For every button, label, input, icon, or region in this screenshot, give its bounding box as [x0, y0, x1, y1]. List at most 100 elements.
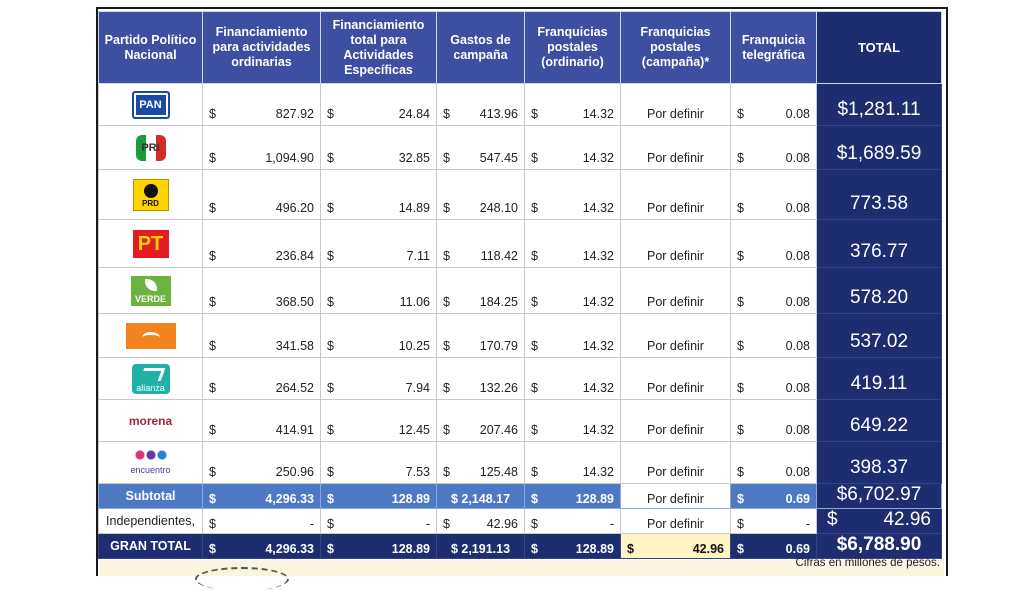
- currency-sign: $: [531, 339, 538, 353]
- currency-sign: $: [737, 151, 744, 165]
- subtotal-franquicias-campana: Por definir: [647, 492, 704, 506]
- party-franq_ord-value: 14.32: [582, 201, 614, 215]
- currency-sign: $: [531, 295, 538, 309]
- party-gastos-value: 132.26: [479, 381, 518, 395]
- currency-sign: $: [737, 381, 744, 395]
- party-franq_ord-value: 14.32: [582, 295, 614, 309]
- currency-sign: $: [627, 542, 634, 556]
- party-especificas-value: 32.85: [398, 151, 430, 165]
- independientes-telegrafica: -: [805, 517, 810, 531]
- subtotal-ordinarias: 4,296.33: [265, 492, 314, 506]
- pan-logo-icon: PAN: [131, 90, 170, 119]
- party-row: encuentro $250.96 $7.53 $125.48 $14.32 Por de…: [98, 441, 942, 484]
- encuentro-social-logo-icon: encuentro: [123, 448, 179, 478]
- header-ordinarias: Financiamiento para actividades ordinari…: [202, 11, 321, 84]
- header-gastos: Gastos de campaña: [436, 11, 525, 84]
- currency-sign: $: [443, 339, 450, 353]
- gran-total-total: $6,788.90: [836, 534, 922, 555]
- currency-sign: $: [327, 423, 334, 437]
- party-logo-cell: PT: [98, 219, 203, 268]
- currency-sign: $: [531, 249, 538, 263]
- currency-sign: $: [209, 249, 216, 263]
- party-especificas-value: 14.89: [398, 201, 430, 215]
- party-especificas-value: 7.53: [405, 465, 430, 479]
- party-gastos-value: 248.10: [479, 201, 518, 215]
- currency-sign: $: [209, 381, 216, 395]
- independientes-total: 42.96: [883, 509, 931, 530]
- currency-sign: $: [531, 151, 538, 165]
- currency-sign: $: [327, 295, 334, 309]
- party-total-value: 376.77: [849, 241, 909, 262]
- party-especificas-value: 12.45: [398, 423, 430, 437]
- currency-sign: $: [209, 339, 216, 353]
- party-logo-cell: morena: [98, 399, 203, 442]
- party-franq_ord-value: 14.32: [582, 381, 614, 395]
- independientes-especificas: -: [425, 517, 430, 531]
- currency-sign: $: [443, 423, 450, 437]
- currency-sign: $: [531, 107, 538, 121]
- pt-logo-icon: PT: [132, 229, 169, 258]
- party-ordinarias-value: 368.50: [275, 295, 314, 309]
- header-franquicias-campana: Franquicias postales (campaña)*: [620, 11, 731, 84]
- party-franq_camp-value: Por definir: [647, 295, 704, 309]
- currency-sign: $: [531, 381, 538, 395]
- party-telegrafica-value: 0.08: [785, 381, 810, 395]
- header-franquicias-ordinario: Franquicias postales (ordinario): [524, 11, 621, 84]
- gran-total-row: GRAN TOTAL $4,296.33 $128.89 $ 2,191.13 …: [98, 533, 942, 559]
- party-telegrafica-value: 0.08: [785, 107, 810, 121]
- currency-sign: $: [327, 492, 334, 506]
- party-gastos-value: 118.42: [480, 249, 518, 263]
- header-row: Partido Político Nacional Financiamiento…: [98, 11, 942, 84]
- party-especificas-value: 10.25: [398, 339, 430, 353]
- party-telegrafica-value: 0.08: [785, 465, 810, 479]
- currency-sign: $: [327, 381, 334, 395]
- party-total-value: 649.22: [849, 415, 909, 436]
- party-especificas-value: 24.84: [398, 107, 430, 121]
- currency-sign: $: [827, 509, 838, 530]
- party-total-value: $1,281.11: [837, 99, 921, 120]
- currency-sign: $: [737, 423, 744, 437]
- currency-sign: $: [737, 107, 744, 121]
- currency-sign: $: [531, 517, 538, 531]
- party-franq_camp-value: Por definir: [647, 465, 704, 479]
- party-telegrafica-value: 0.08: [785, 201, 810, 215]
- party-franq_camp-value: Por definir: [647, 151, 704, 165]
- independientes-ordinarias: -: [309, 517, 314, 531]
- party-franq_camp-value: Por definir: [647, 201, 704, 215]
- currency-sign: $: [327, 465, 334, 479]
- party-especificas-value: 11.06: [399, 295, 430, 309]
- financing-table: Partido Político Nacional Financiamiento…: [98, 11, 942, 559]
- party-franq_camp-value: Por definir: [647, 339, 704, 353]
- party-franq_ord-value: 14.32: [582, 339, 614, 353]
- currency-sign: $: [209, 151, 216, 165]
- subtotal-franquicias-ordinario: 128.89: [575, 492, 614, 506]
- party-franq_ord-value: 14.32: [582, 423, 614, 437]
- currency-sign: $: [443, 381, 450, 395]
- currency-sign: $: [327, 249, 334, 263]
- currency-sign: $: [443, 465, 450, 479]
- currency-sign: $: [737, 465, 744, 479]
- currency-sign: $: [737, 249, 744, 263]
- party-row: $341.58 $10.25 $170.79 $14.32 Por definir $0.…: [98, 313, 942, 358]
- units-caption: Cifras en millones de pesos.: [795, 557, 940, 569]
- currency-sign: $: [327, 542, 334, 556]
- currency-sign: $: [531, 542, 538, 556]
- party-logo-cell: [98, 313, 203, 358]
- party-gastos-value: 413.96: [479, 107, 518, 121]
- party-row: VERDE $368.50 $11.06 $184.25 $14.32 Por defin…: [98, 267, 942, 314]
- party-logo-cell: PRD: [98, 169, 203, 220]
- party-ordinarias-value: 414.91: [275, 423, 314, 437]
- subtotal-total: $6,702.97: [836, 484, 922, 505]
- party-ordinarias-value: 341.58: [275, 339, 314, 353]
- currency-sign: $: [209, 423, 216, 437]
- currency-sign: $: [531, 201, 538, 215]
- party-row: PRI $1,094.90 $32.85 $547.45 $14.32 Por defin…: [98, 125, 942, 170]
- party-row: PT $236.84 $7.11 $118.42 $14.32 Por definir $0…: [98, 219, 942, 268]
- independientes-label: Independientes,: [98, 508, 203, 534]
- party-row: PRD $496.20 $14.89 $248.10 $14.32 Por definir…: [98, 169, 942, 220]
- party-total-value: 398.37: [849, 457, 909, 478]
- party-logo-cell: PRI: [98, 125, 203, 170]
- gran-total-gastos: $ 2,191.13: [450, 542, 511, 556]
- independientes-row: Independientes, $ - $ - $42.96 $ - Por defi…: [98, 508, 942, 534]
- currency-sign: $: [737, 295, 744, 309]
